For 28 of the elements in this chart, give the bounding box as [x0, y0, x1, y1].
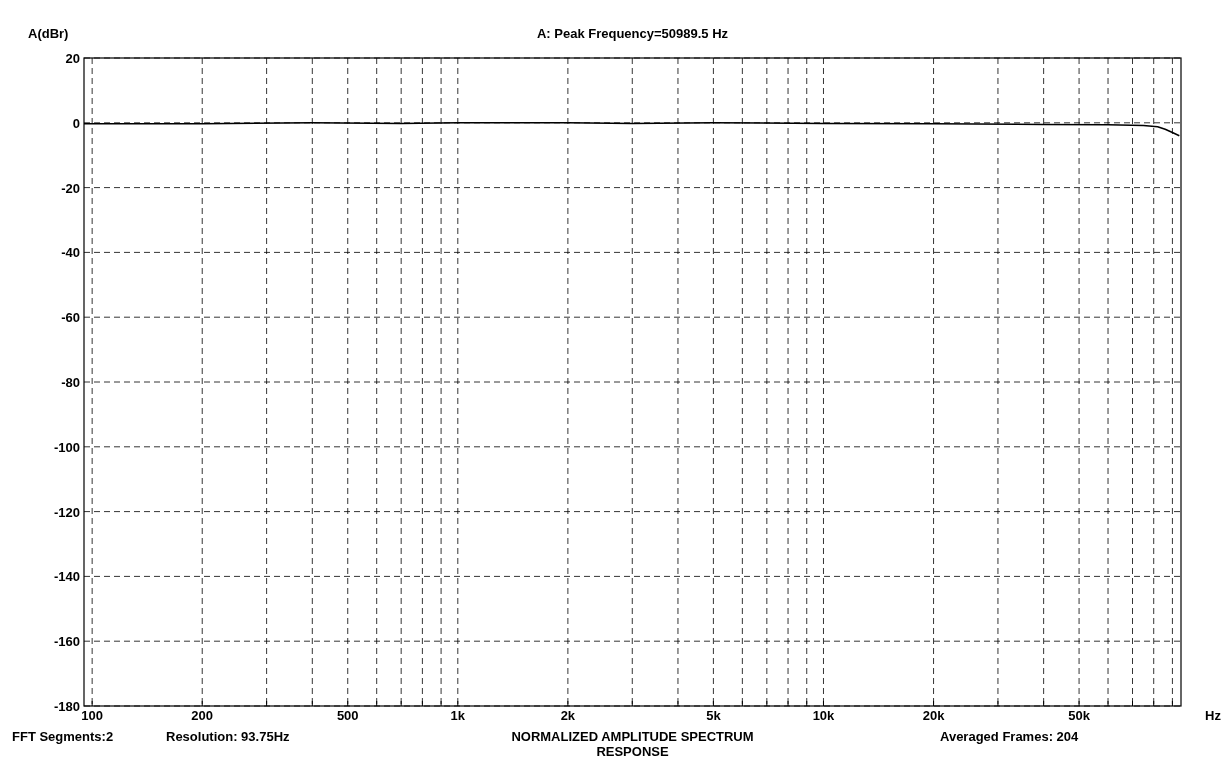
x-tick-label: 1k — [450, 708, 466, 723]
y-tick-label: -100 — [53, 439, 80, 455]
x-tick-label: 200 — [191, 708, 214, 723]
text: Resolution: 93.75Hz — [166, 729, 291, 744]
y-tick-label: -80 — [61, 375, 80, 390]
x-axis-title: Hz — [1205, 708, 1222, 723]
y-tick-label: -60 — [61, 310, 80, 326]
text: FFT Segments:2 — [12, 729, 114, 744]
y-tick-label: 0 — [72, 115, 80, 131]
x-tick-label: 10k — [812, 708, 836, 723]
chart-title: A: Peak Frequency=50989.5 Hz — [536, 26, 729, 41]
text: Averaged Frames: 204 — [940, 729, 1080, 744]
y-tick-label: 20 — [65, 51, 80, 66]
x-tick-label: 5k — [706, 708, 722, 723]
y-tick-label: -20 — [61, 180, 80, 196]
y-tick-label: -180 — [53, 699, 80, 714]
x-tick-label: 2k — [560, 708, 576, 723]
y-tick-label: -140 — [53, 569, 80, 585]
y-axis-title: A(dBr) — [28, 26, 69, 41]
text: NORMALIZED AMPLITUDE SPECTRUM — [511, 729, 754, 744]
y-tick-label: -120 — [53, 504, 80, 520]
text: RESPONSE — [596, 744, 669, 759]
y-tick-label: -40 — [61, 245, 80, 261]
y-tick-label: -160 — [53, 634, 80, 650]
x-tick-label: 100 — [81, 708, 103, 723]
x-tick-label: 20k — [922, 708, 946, 723]
x-tick-label: 500 — [336, 708, 359, 723]
x-tick-label: 50k — [1068, 708, 1091, 723]
